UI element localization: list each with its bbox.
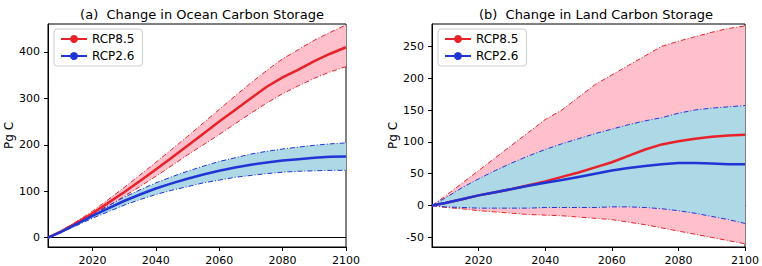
svg-text:RCP8.5: RCP8.5: [92, 32, 134, 46]
svg-text:250: 250: [403, 40, 424, 53]
svg-text:2100: 2100: [332, 254, 360, 266]
svg-text:400: 400: [19, 45, 40, 58]
svg-text:2020: 2020: [465, 254, 493, 266]
svg-text:2100: 2100: [731, 254, 759, 266]
svg-text:-50: -50: [406, 231, 424, 244]
svg-text:(a) Change in Ocean Carbon St: (a) Change in Ocean Carbon Storage: [80, 7, 324, 22]
svg-text:2060: 2060: [205, 254, 233, 266]
svg-text:Pg C: Pg C: [386, 122, 400, 149]
svg-text:RCP8.5: RCP8.5: [476, 32, 518, 46]
svg-text:Pg C: Pg C: [2, 122, 16, 149]
svg-text:2080: 2080: [269, 254, 297, 266]
svg-text:200: 200: [403, 72, 424, 85]
svg-text:100: 100: [19, 185, 40, 198]
svg-text:50: 50: [410, 167, 424, 180]
svg-text:RCP2.6: RCP2.6: [92, 49, 134, 63]
svg-text:2080: 2080: [664, 254, 692, 266]
svg-text:2040: 2040: [142, 254, 170, 266]
svg-text:RCP2.6: RCP2.6: [476, 49, 518, 63]
svg-text:150: 150: [403, 104, 424, 117]
svg-text:100: 100: [403, 135, 424, 148]
svg-text:2040: 2040: [531, 254, 559, 266]
svg-text:300: 300: [19, 92, 40, 105]
svg-text:200: 200: [19, 138, 40, 151]
svg-text:2020: 2020: [78, 254, 106, 266]
svg-text:(b) Change in Land Carbon Sto: (b) Change in Land Carbon Storage: [479, 7, 713, 22]
svg-text:0: 0: [33, 231, 40, 244]
svg-text:0: 0: [417, 199, 424, 212]
svg-text:2060: 2060: [598, 254, 626, 266]
